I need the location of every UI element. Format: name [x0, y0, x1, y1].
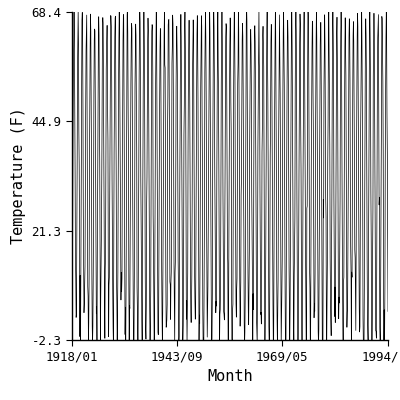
X-axis label: Month: Month [207, 369, 253, 384]
Y-axis label: Temperature (F): Temperature (F) [11, 108, 26, 244]
